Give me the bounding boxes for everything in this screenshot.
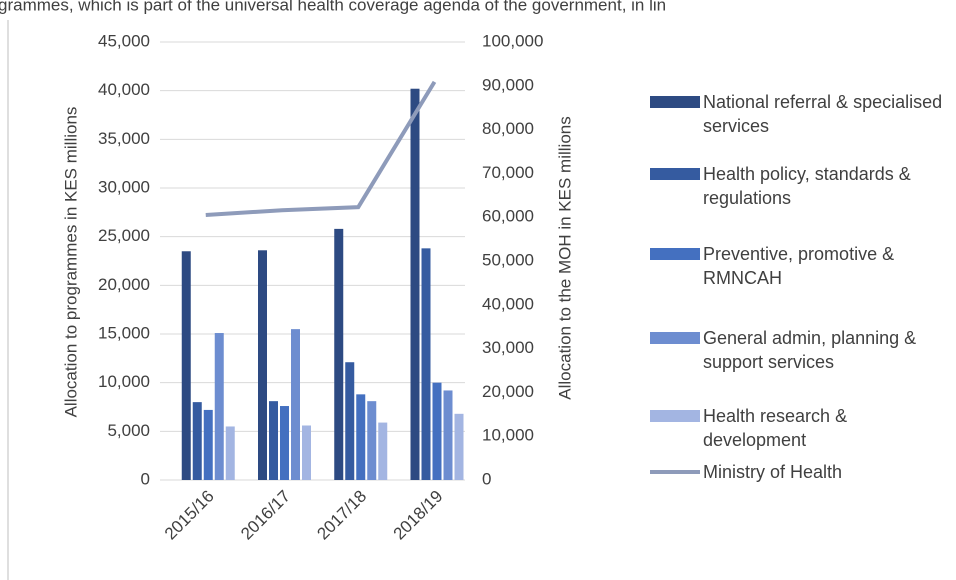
legend-label: Health policy, standards & regulations [703,164,911,208]
legend-label: Health research & development [703,406,848,450]
bar [356,394,366,480]
line [205,80,437,218]
y-tick-label: 30,000 [98,177,150,196]
y2-tick-label: 50,000 [482,250,534,269]
y-tick-label: 20,000 [98,275,150,294]
bar [378,422,388,480]
y-tick-label: 0 [141,469,150,488]
bar [454,413,464,480]
bar [203,409,213,480]
y2-tick-label: 30,000 [482,338,534,357]
bar [367,401,377,480]
legend-label: Preventive, promotive & RMNCAH [703,244,895,288]
bar [280,406,289,480]
y2-axis-title: Allocation to the MOH in KES millions [555,116,574,399]
page-text: grammes, which is part of the universal … [0,0,666,14]
x-tick-label: 2015/16 [161,487,218,544]
y-tick-label: 10,000 [98,372,150,391]
bar [181,251,191,480]
legend-label: National referral & specialised services [703,92,943,136]
legend-swatch [650,248,700,260]
y2-tick-label: 0 [482,469,491,488]
y2-tick-label: 40,000 [482,294,534,313]
bar [225,426,235,480]
x-tick-label: 2016/17 [237,487,294,544]
bar [345,362,355,480]
y2-tick-label: 70,000 [482,163,534,182]
y2-tick-label: 60,000 [482,207,534,226]
y2-tick-label: 100,000 [482,31,543,50]
legend-label: General admin, planning & support servic… [703,328,917,372]
y-tick-label: 45,000 [98,31,150,50]
legend-swatch [650,410,700,422]
y-tick-label: 5,000 [107,421,150,440]
bar [421,248,431,480]
y2-tick-label: 10,000 [482,426,534,445]
bar [334,228,344,480]
y-tick-label: 35,000 [98,129,150,148]
bar [269,401,278,480]
x-tick-label: 2018/19 [390,487,447,544]
y2-tick-label: 20,000 [482,382,534,401]
bar [432,382,442,480]
y2-tick-label: 80,000 [482,119,534,138]
bar [258,250,267,480]
legend-swatch [650,332,700,344]
legend-swatch [650,168,700,180]
legend-label: Ministry of Health [703,462,843,482]
legend-swatch [650,96,700,108]
x-tick-label: 2017/18 [313,487,370,544]
bar [192,402,202,480]
y-tick-label: 15,000 [98,323,150,342]
y-axis-title: Allocation to programmes in KES millions [61,107,80,418]
bar [214,333,224,480]
bar [302,425,311,480]
y-tick-label: 25,000 [98,226,150,245]
bar [291,329,300,480]
bar [410,88,420,480]
y2-tick-label: 90,000 [482,75,534,94]
bar [443,390,453,480]
y-tick-label: 40,000 [98,80,150,99]
